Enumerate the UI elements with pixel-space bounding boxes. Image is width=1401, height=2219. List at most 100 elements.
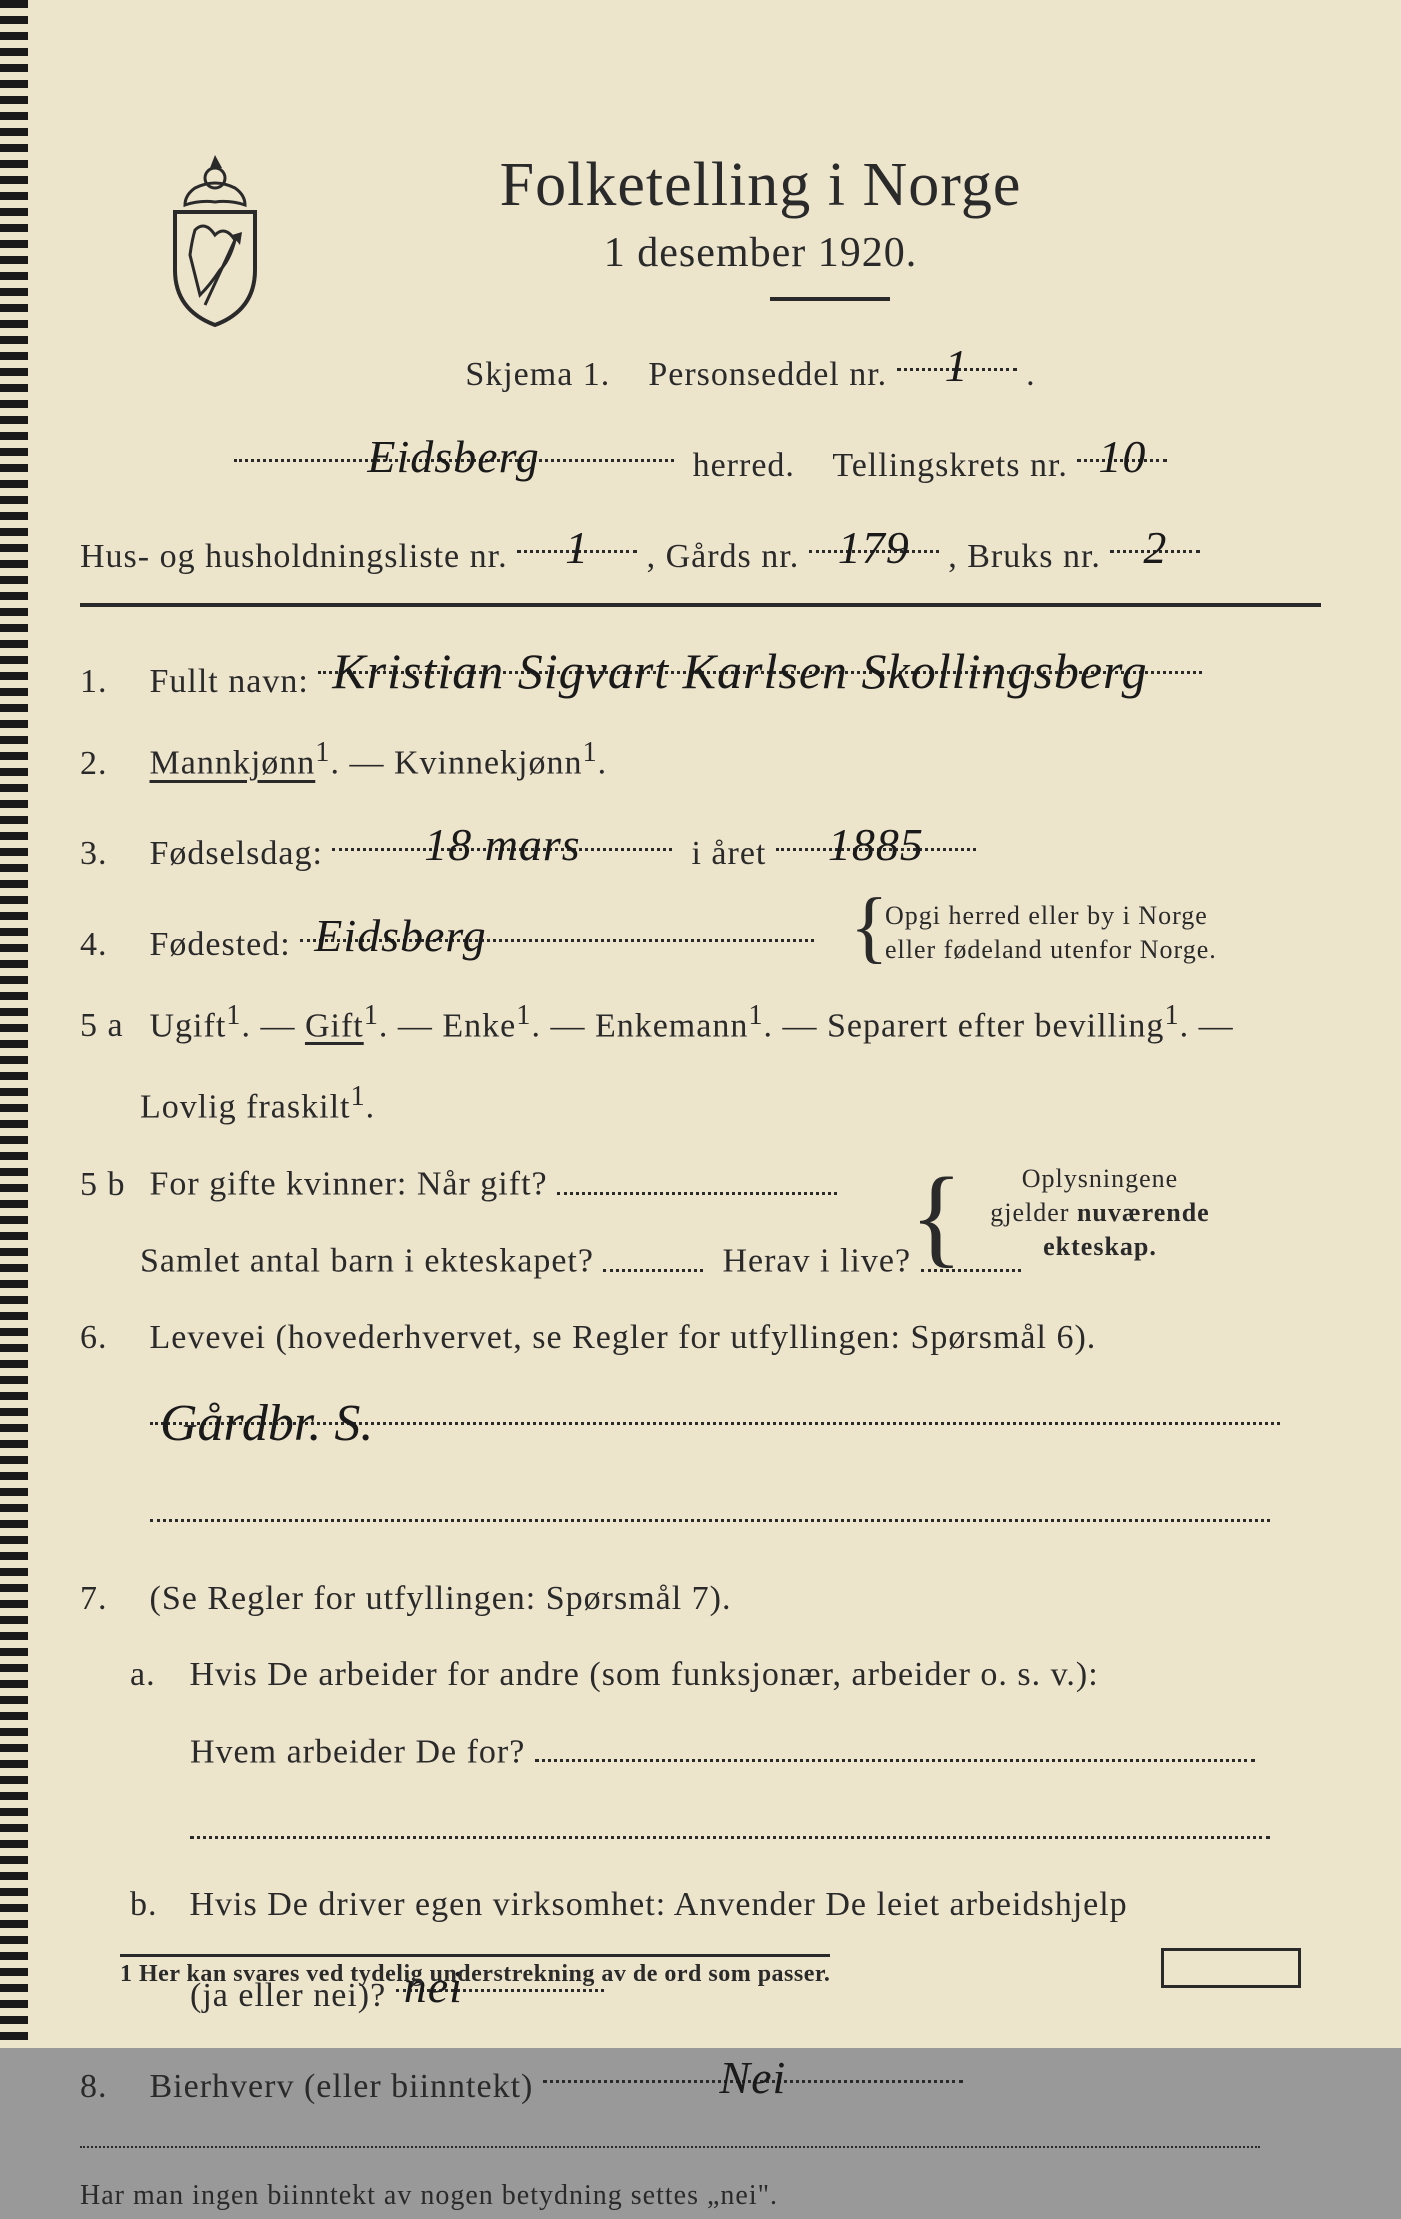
hus-nr: 1	[565, 522, 589, 573]
q7-label: (Se Regler for utfyllingen: Spørsmål 7).	[150, 1580, 732, 1617]
q7a-row1: a. Hvis De arbeider for andre (som funks…	[80, 1646, 1321, 1704]
q2-sep: —	[349, 745, 394, 782]
q5a-enkemann: Enkemann	[595, 1007, 748, 1044]
q8-value: Nei	[719, 2052, 786, 2103]
herred-name: Eidsberg	[367, 431, 539, 482]
q5b-label-gift: For gifte kvinner: Når gift?	[150, 1166, 548, 1203]
personseddel-label: Personseddel nr.	[648, 356, 887, 393]
q4-field: Eidsberg	[300, 901, 814, 941]
q7b-l1: Hvis De driver egen virksomhet: Anvender…	[190, 1886, 1128, 1923]
q5a-ugift: Ugift	[150, 1007, 227, 1044]
page-subtitle: 1 desember 1920.	[200, 229, 1321, 277]
q4-num: 4.	[80, 916, 140, 974]
gards-nr-field: 179	[809, 513, 939, 553]
q5b-herav-field	[921, 1231, 1021, 1271]
gards-nr: 179	[838, 522, 910, 573]
q2-num: 2.	[80, 735, 140, 793]
q3-label-aret: i året	[691, 835, 766, 872]
husliste-row: Hus- og husholdningsliste nr. 1 , Gårds …	[80, 513, 1321, 586]
bruks-nr: 2	[1143, 522, 1167, 573]
q3-dag: 18 mars	[424, 819, 581, 870]
q2-sup2: 1	[583, 737, 598, 768]
hus-nr-field: 1	[517, 513, 637, 553]
q5a-separert: Separert efter bevilling	[827, 1007, 1164, 1044]
tellingskrets-field: 10	[1077, 422, 1167, 462]
q5a-lovlig: Lovlig fraskilt	[140, 1088, 350, 1125]
separator-thin	[80, 2146, 1260, 2148]
personseddel-nr-field: 1	[897, 331, 1017, 371]
q6-label: Levevei (hovederhvervet, se Regler for u…	[150, 1319, 1097, 1356]
q7a-field2	[190, 1799, 1270, 1839]
q3-num: 3.	[80, 825, 140, 883]
footer-note: Har man ingen biinntekt av nogen betydni…	[80, 2172, 1321, 2219]
bruks-label: , Bruks nr.	[948, 538, 1101, 575]
period: .	[1026, 356, 1036, 393]
q6-field2	[150, 1481, 1270, 1521]
q2-kvinne: Kvinnekjønn	[394, 745, 583, 782]
husliste-label: Hus- og husholdningsliste nr.	[80, 538, 508, 575]
q6-num: 6.	[80, 1309, 140, 1367]
q5b-barn-field	[603, 1231, 703, 1271]
q1-label: Fullt navn:	[150, 663, 309, 700]
q7a-field	[535, 1722, 1255, 1762]
q7a-l1: Hvis De arbeider for andre (som funksjon…	[190, 1656, 1099, 1693]
q1-value: Kristian Sigvart Karlsen Skollingsberg	[332, 643, 1147, 699]
binding-edge	[0, 0, 28, 2048]
q1-num: 1.	[80, 653, 140, 711]
herred-field: Eidsberg	[234, 422, 674, 462]
q5b-label-herav: Herav i live?	[722, 1243, 911, 1280]
q4-value: Eidsberg	[314, 910, 486, 961]
q6-value: Gårdbr. S.	[160, 1395, 373, 1452]
q5a-gift: Gift	[305, 1007, 364, 1044]
q5b-gift-field	[557, 1154, 837, 1194]
bruks-nr-field: 2	[1110, 513, 1200, 553]
separator-line	[80, 603, 1321, 607]
q2-mann: Mannkjønn	[150, 745, 316, 782]
q5b-row2: Samlet antal barn i ekteskapet? Herav i …	[80, 1231, 1321, 1290]
q1-field: Kristian Sigvart Karlsen Skollingsberg	[318, 633, 1202, 673]
title-rule	[770, 297, 890, 301]
q1-row: 1. Fullt navn: Kristian Sigvart Karlsen …	[80, 633, 1321, 711]
footnote: 1 Her kan svares ved tydelig understrekn…	[120, 1961, 830, 1988]
personseddel-nr: 1	[945, 340, 969, 391]
q7a-row2: Hvem arbeider De for?	[80, 1722, 1321, 1781]
q5a-num: 5 a	[80, 997, 140, 1055]
page-title: Folketelling i Norge	[200, 150, 1321, 221]
brace-icon: {	[850, 895, 889, 959]
q5b-num: 5 b	[80, 1156, 140, 1214]
tellingskrets-label: Tellingskrets nr.	[832, 447, 1068, 484]
tellingskrets-nr: 10	[1098, 431, 1146, 482]
q5b-row1: 5 b For gifte kvinner: Når gift? { Oplys…	[80, 1154, 1321, 1213]
q6-field: Gårdbr. S.	[150, 1384, 1280, 1424]
skjema-row: Skjema 1. Personseddel nr. 1 .	[180, 331, 1321, 404]
q7b-letter: b.	[80, 1876, 180, 1934]
q4-row: 4. Fødested: Eidsberg { Opgi herred elle…	[80, 901, 1321, 974]
q7b-row1: b. Hvis De driver egen virksomhet: Anven…	[80, 1876, 1321, 1934]
skjema-label: Skjema 1.	[465, 356, 610, 393]
q4-note: Opgi herred eller by i Norge eller fødel…	[885, 899, 1217, 967]
q7-row: 7. (Se Regler for utfyllingen: Spørsmål …	[80, 1570, 1321, 1628]
census-form-page: Folketelling i Norge 1 desember 1920. Sk…	[0, 0, 1401, 2048]
q7a-letter: a.	[80, 1646, 180, 1704]
q2-row: 2. Mannkjønn1. — Kvinnekjønn1.	[80, 729, 1321, 792]
q5a-row: 5 a Ugift1. — Gift1. — Enke1. — Enkemann…	[80, 992, 1321, 1055]
form-content: Folketelling i Norge 1 desember 1920. Sk…	[80, 140, 1321, 2219]
q8-label: Bierhverv (eller biinntekt)	[150, 2068, 534, 2105]
printer-stamp	[1161, 1948, 1301, 1988]
herred-label: herred.	[693, 447, 795, 484]
q8-num: 8.	[80, 2058, 140, 2116]
q5a-row2: Lovlig fraskilt1.	[80, 1073, 1321, 1136]
q3-aret-field: 1885	[776, 810, 976, 850]
q5b-label-barn: Samlet antal barn i ekteskapet?	[140, 1243, 594, 1280]
q2-sup1: 1	[315, 737, 330, 768]
q3-aret: 1885	[828, 819, 924, 870]
gards-label: , Gårds nr.	[647, 538, 800, 575]
q6-answer-row2	[150, 1481, 1321, 1540]
q8-row: 8. Bierhverv (eller biinntekt) Nei	[80, 2043, 1321, 2116]
q8-field: Nei	[543, 2043, 963, 2083]
q6-answer-row: Gårdbr. S.	[150, 1384, 1321, 1463]
q3-dag-field: 18 mars	[332, 810, 672, 850]
q7-num: 7.	[80, 1570, 140, 1628]
q3-row: 3. Fødselsdag: 18 mars i året 1885	[80, 810, 1321, 883]
q4-label: Fødested:	[150, 926, 291, 963]
